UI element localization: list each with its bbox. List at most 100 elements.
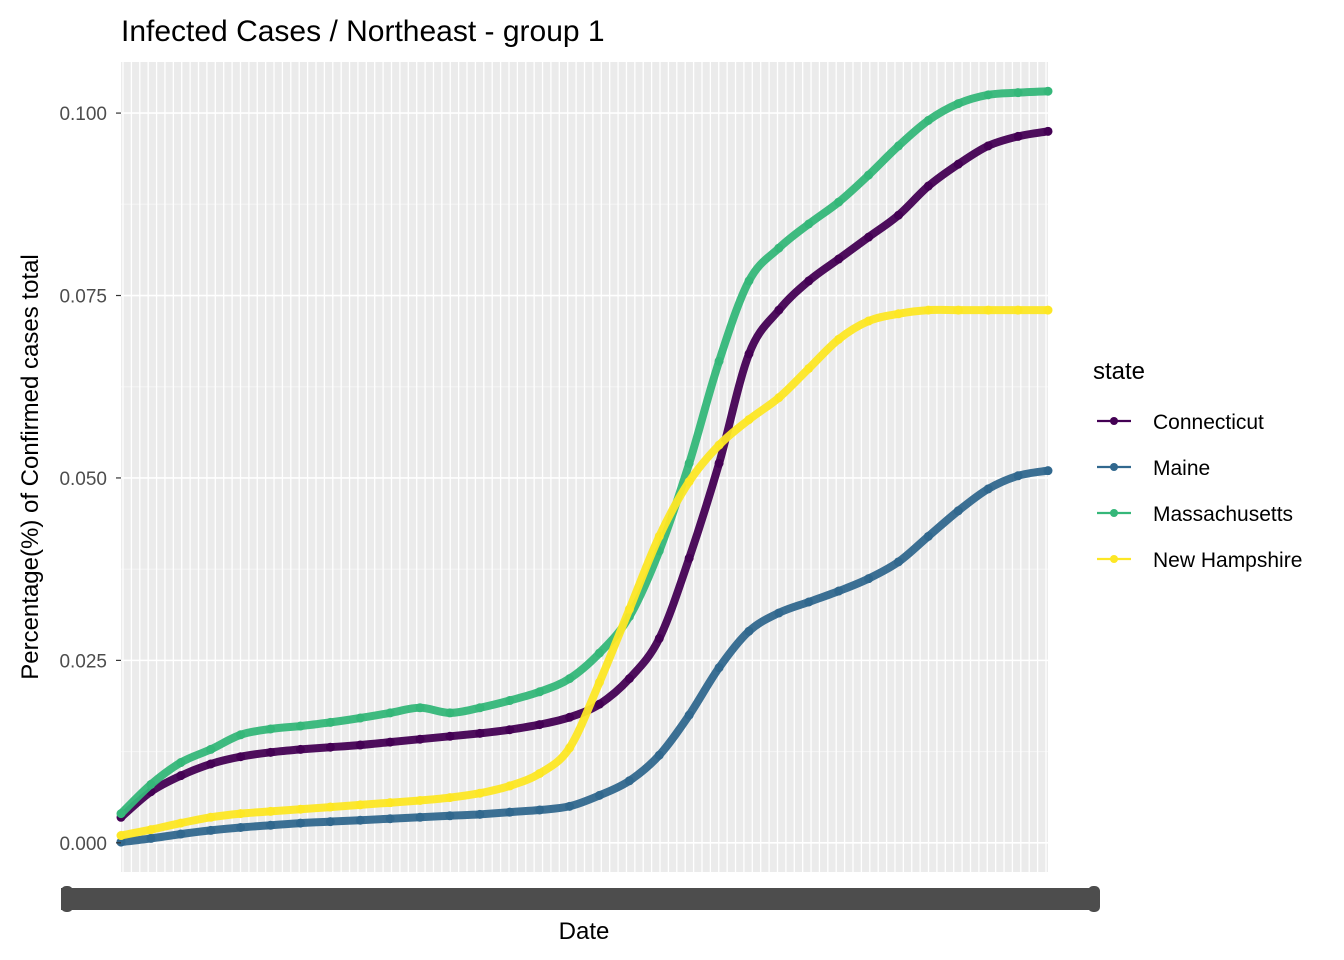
data-point-connecticut xyxy=(923,181,933,191)
data-point-maine xyxy=(804,597,814,607)
data-point-maine xyxy=(565,801,575,811)
data-point-maine xyxy=(505,807,515,817)
data-point-connecticut xyxy=(804,276,814,286)
data-point-connecticut xyxy=(744,349,754,359)
data-point-new-hampshire xyxy=(325,802,335,812)
data-point-massachusetts xyxy=(893,141,903,151)
y-tick-label: 0.000 xyxy=(59,834,107,855)
data-point-connecticut xyxy=(385,737,395,747)
y-tick-label: 0.100 xyxy=(59,104,107,125)
data-point-connecticut xyxy=(684,553,694,563)
data-point-connecticut xyxy=(535,720,545,730)
data-point-connecticut xyxy=(953,159,963,169)
x-tick-label-band xyxy=(61,888,1098,910)
data-point-maine xyxy=(594,790,604,800)
legend-item-massachusetts: Massachusetts xyxy=(1097,503,1293,526)
data-point-new-hampshire xyxy=(206,812,216,822)
legend-key-point xyxy=(1110,555,1118,563)
data-point-new-hampshire xyxy=(266,806,276,816)
data-point-massachusetts xyxy=(744,276,754,286)
data-point-maine xyxy=(654,750,664,760)
data-point-new-hampshire xyxy=(295,804,305,814)
data-point-massachusetts xyxy=(385,708,395,718)
grid xyxy=(121,62,1048,872)
data-point-maine xyxy=(325,817,335,827)
data-point-connecticut xyxy=(445,731,455,741)
data-point-new-hampshire xyxy=(176,818,186,828)
data-point-massachusetts xyxy=(1013,88,1023,98)
data-point-connecticut xyxy=(505,725,515,735)
data-point-massachusetts xyxy=(206,744,216,754)
data-point-connecticut xyxy=(565,712,575,722)
data-point-connecticut xyxy=(1013,131,1023,141)
data-point-connecticut xyxy=(355,740,365,750)
data-point-new-hampshire xyxy=(893,309,903,319)
data-point-massachusetts xyxy=(415,703,425,713)
legend: state Connecticut Maine Massachusetts New H… xyxy=(1093,358,1302,572)
legend-label: Maine xyxy=(1153,457,1210,480)
data-point-connecticut xyxy=(206,759,216,769)
data-point-connecticut xyxy=(325,742,335,752)
data-point-connecticut xyxy=(893,210,903,220)
data-point-maine xyxy=(445,811,455,821)
data-point-massachusetts xyxy=(923,115,933,125)
data-point-massachusetts xyxy=(834,197,844,207)
data-point-connecticut xyxy=(176,771,186,781)
legend-item-connecticut: Connecticut xyxy=(1097,411,1264,434)
data-point-maine xyxy=(893,557,903,567)
data-point-massachusetts xyxy=(565,674,575,684)
data-point-connecticut xyxy=(654,633,664,643)
data-point-connecticut xyxy=(624,674,634,684)
data-point-maine xyxy=(834,586,844,596)
legend-item-new-hampshire: New Hampshire xyxy=(1097,549,1302,572)
data-point-massachusetts xyxy=(325,717,335,727)
data-point-maine xyxy=(475,809,485,819)
data-point-massachusetts xyxy=(176,758,186,768)
data-point-new-hampshire xyxy=(923,305,933,315)
data-point-massachusetts xyxy=(983,90,993,100)
data-point-connecticut xyxy=(475,728,485,738)
data-point-connecticut xyxy=(864,232,874,242)
data-point-new-hampshire xyxy=(953,305,963,315)
data-point-new-hampshire xyxy=(415,795,425,805)
data-point-new-hampshire xyxy=(116,831,126,841)
data-point-maine xyxy=(1043,466,1053,476)
data-point-connecticut xyxy=(415,734,425,744)
x-tick-label-band-edge xyxy=(61,886,73,912)
data-point-massachusetts xyxy=(684,458,694,468)
data-point-maine xyxy=(983,484,993,494)
data-point-massachusetts xyxy=(236,730,246,740)
data-point-maine xyxy=(744,626,754,636)
data-point-new-hampshire xyxy=(714,440,724,450)
data-point-new-hampshire xyxy=(654,531,664,541)
y-tick-label: 0.075 xyxy=(59,287,107,308)
data-point-maine xyxy=(266,820,276,830)
data-point-new-hampshire xyxy=(565,743,575,753)
x-axis-ticks xyxy=(61,886,1100,912)
y-tick-label: 0.050 xyxy=(59,469,107,490)
data-point-new-hampshire xyxy=(236,809,246,819)
legend-label: New Hampshire xyxy=(1153,549,1302,572)
y-axis-title: Percentage(%) of Confirmed cases total xyxy=(17,254,44,680)
data-point-new-hampshire xyxy=(983,305,993,315)
data-point-maine xyxy=(714,663,724,673)
y-axis-ticks: 0.000 0.025 0.050 0.075 0.100 xyxy=(59,104,121,855)
data-point-maine xyxy=(684,710,694,720)
data-point-connecticut xyxy=(295,744,305,754)
data-point-massachusetts xyxy=(445,708,455,718)
data-point-maine xyxy=(206,825,216,835)
data-point-new-hampshire xyxy=(804,363,814,373)
legend-key-point xyxy=(1110,509,1118,517)
data-point-connecticut xyxy=(834,254,844,264)
data-point-maine xyxy=(415,812,425,822)
data-point-new-hampshire xyxy=(505,781,515,791)
data-point-massachusetts xyxy=(475,703,485,713)
data-point-new-hampshire xyxy=(684,477,694,487)
data-point-new-hampshire xyxy=(475,788,485,798)
data-point-massachusetts xyxy=(953,99,963,109)
legend-items: Connecticut Maine Massachusetts New Hampshi… xyxy=(1097,411,1302,572)
x-axis-title: Date xyxy=(559,918,610,945)
data-point-connecticut xyxy=(714,458,724,468)
data-point-connecticut xyxy=(1043,126,1053,136)
